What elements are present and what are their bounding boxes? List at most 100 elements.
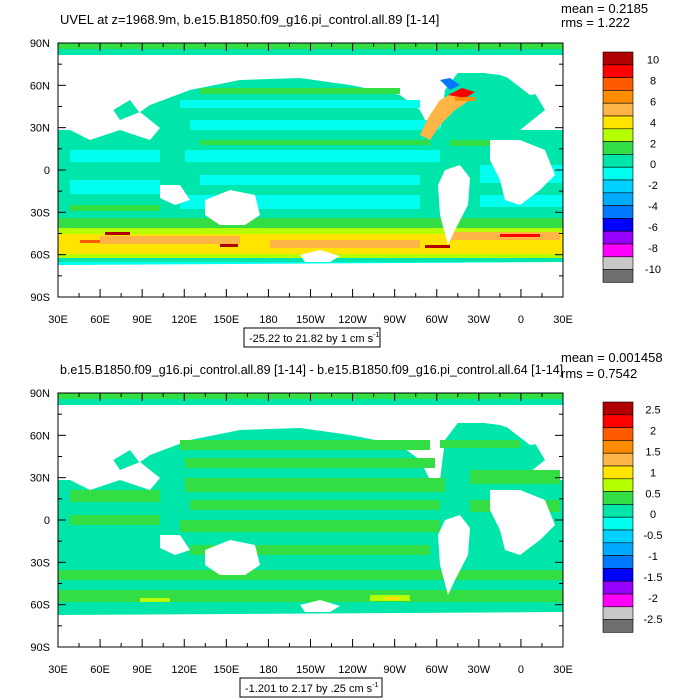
colorbar-swatch [602,516,634,531]
colorbar-swatch [602,593,634,608]
panel-1-rms: rms = 1.222 [561,15,630,30]
colorbar-label: -8 [648,243,658,255]
panel-2-rms: rms = 0.7542 [561,366,637,381]
lat-label: 30N [30,123,50,135]
lat-label: 90N [30,38,50,50]
colorbar-swatch [602,90,634,104]
panel-2-map [58,393,563,647]
panel-2-yellow-patch [385,597,400,600]
svg-text:-25.22 to 21.82 by 1 cm s-1: -25.22 to 21.82 by 1 cm s-1 [249,332,379,345]
lon-label: 90E [132,664,152,676]
colorbar-swatch [602,192,634,206]
colorbar-swatch [602,504,634,518]
lon-label: 150W [296,664,325,676]
colorbar-swatch [602,619,634,633]
lat-label: 30S [30,557,50,569]
lon-label: 60E [90,664,110,676]
panel-2-range-text: -1.201 to 2.17 by .25 cm s [245,683,373,695]
panel-1-atlantic-boundary [420,78,475,140]
colorbar-swatch [602,414,634,428]
colorbar-swatch [602,440,634,454]
colorbar-label: -2.5 [644,614,663,626]
colorbar-label: -4 [648,201,658,213]
colorbar-label: 10 [647,55,659,67]
colorbar-swatch [602,166,634,181]
panel-1-map [58,43,563,297]
colorbar-label: -10 [645,264,661,276]
panel-1-ticks [57,42,564,298]
lat-label: 30S [30,207,50,219]
colorbar-label: 2 [650,425,656,437]
lon-label: 120W [338,664,367,676]
lon-label: 60W [425,314,448,326]
colorbar-swatch [602,64,634,78]
colorbar-swatch [602,452,634,467]
lon-label: 180 [259,664,277,676]
colorbar-label: -2 [648,593,658,605]
colorbar-swatch [602,427,634,441]
colorbar-swatch [602,154,634,168]
panel-2-land [58,405,563,647]
lon-label: 30W [468,314,491,326]
lon-label: 150E [213,664,239,676]
panel-1: UVEL at z=1968.9m, b.e15.B1850.f09_g16.p… [30,1,661,348]
panel-1-land [58,55,563,297]
panel-2-colorbar: 2.5 2 1.5 1 0.5 0 -0.5 -1 -1.5 -2 -2.5 [602,401,663,633]
lat-label: 30N [30,473,50,485]
colorbar-swatch [602,269,634,283]
colorbar-swatch [602,542,634,556]
colorbar-swatch [602,465,634,480]
colorbar-swatch [602,555,634,569]
colorbar-label: 2.5 [645,405,660,417]
colorbar-swatch [602,51,634,66]
colorbar-swatch [602,115,634,130]
colorbar-label: -1.5 [644,572,663,584]
lon-label: 90W [383,314,406,326]
lon-label: 30E [553,314,573,326]
lat-label: 60S [30,250,50,262]
panel-2-range-exponent: -1 [372,682,378,689]
panel-1-lon-labels: 30E 60E 90E 120E 150E 180 150W 120W 90W 60W 30W 0 30… [48,314,573,326]
colorbar-label: 6 [650,96,656,108]
lon-label: 30E [48,664,68,676]
colorbar-swatch [602,218,634,232]
lon-label: 60W [425,664,448,676]
colorbar-label: 2 [650,138,656,150]
lat-label: 90S [30,642,50,654]
colorbar-label: 0.5 [645,488,660,500]
lat-label: 60N [30,80,50,92]
colorbar-label: -6 [648,222,658,234]
colorbar-swatch [602,102,634,117]
panel-1-title: UVEL at z=1968.9m, b.e15.B1850.f09_g16.p… [60,12,439,27]
panel-1-mean: mean = 0.2185 [561,1,648,16]
lon-label: 30W [468,664,491,676]
lon-label: 90E [132,314,152,326]
colorbar-swatch [602,568,634,582]
lon-label: 180 [259,314,277,326]
lat-label: 60S [30,600,50,612]
colorbar-label: 0 [650,159,656,171]
lon-label: 150E [213,314,239,326]
colorbar-label: -1 [648,551,658,563]
colorbar-swatch [602,529,634,544]
colorbar-swatch [602,256,634,270]
lon-label: 120W [338,314,367,326]
panel-2-range-box: -1.201 to 2.17 by .25 cm s-1 [239,677,383,698]
colorbar-swatch [602,179,634,194]
colorbar-swatch [602,606,634,620]
colorbar-label: -0.5 [644,530,663,542]
colorbar-swatch [602,478,634,492]
lon-label: 0 [518,664,524,676]
panel-1-colorbar: 10 8 6 4 2 0 -2 -4 -6 -8 -10 [602,51,661,283]
colorbar-swatch [602,580,634,595]
lat-label: 0 [44,515,50,527]
lon-label: 120E [171,314,197,326]
lon-label: 90W [383,664,406,676]
colorbar-label: 4 [650,117,656,129]
colorbar-label: 8 [650,75,656,87]
lat-label: 90S [30,292,50,304]
colorbar-swatch [602,243,634,258]
panel-2-title: b.e15.B1850.f09_g16.pi_control.all.89 [1… [60,363,563,377]
panel-2-ticks [57,392,564,648]
